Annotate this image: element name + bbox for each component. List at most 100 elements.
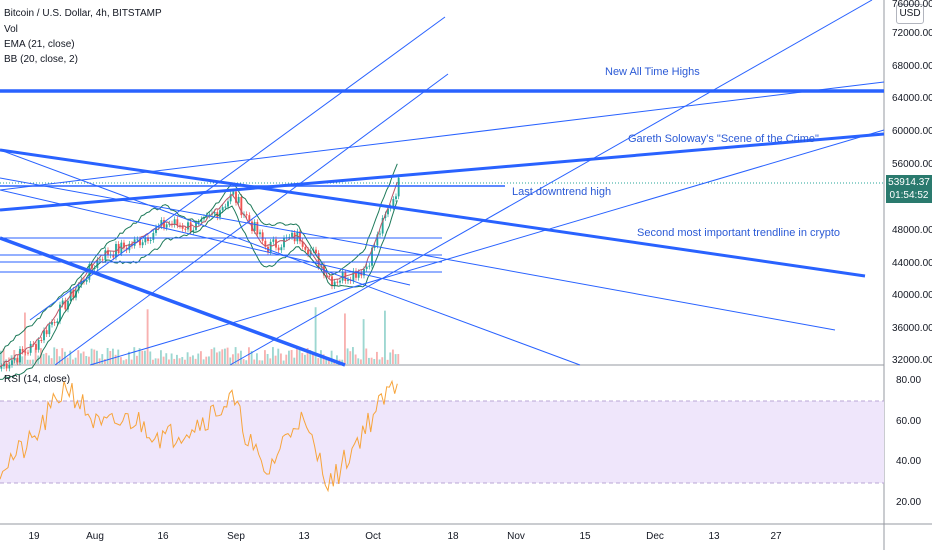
lower-descending-line: [0, 236, 346, 367]
candle: [165, 224, 168, 228]
volume-bar: [10, 355, 13, 364]
volume-bar: [109, 351, 112, 364]
candle: [179, 225, 181, 227]
volume-bar: [24, 312, 26, 364]
candle: [224, 206, 227, 208]
volume-bar: [29, 359, 32, 364]
volume-bar: [162, 356, 165, 364]
annotation-trendline[interactable]: Second most important trendline in crypt…: [637, 227, 840, 239]
volume-bar: [192, 355, 194, 364]
volume-bar: [93, 349, 96, 364]
scene-of-crime-line: [0, 132, 885, 212]
candle: [301, 241, 304, 247]
candle: [227, 201, 229, 207]
volume-bar: [152, 359, 154, 364]
volume-bar: [90, 348, 93, 364]
candle: [237, 196, 240, 203]
candle: [77, 285, 80, 291]
volume-bar: [157, 358, 160, 364]
time-tick: 15: [579, 531, 591, 542]
volume-bar: [72, 359, 74, 364]
upper-channel-line: [0, 81, 885, 191]
volume-bar: [48, 355, 50, 364]
volume-bar: [312, 352, 314, 364]
candle: [376, 234, 379, 246]
currency-button[interactable]: USD: [896, 4, 924, 24]
fan-line-4: [229, 0, 873, 366]
candle: [317, 253, 320, 267]
volume-bar: [80, 353, 82, 364]
annotation-ath[interactable]: New All Time Highs: [605, 66, 700, 78]
candle: [371, 247, 373, 266]
annotation-downtrend-high[interactable]: Last downtrend high: [512, 186, 612, 198]
volume-bar: [376, 351, 378, 364]
candle: [35, 344, 37, 350]
price-tick: 32000.00: [892, 355, 932, 366]
candle: [152, 232, 155, 240]
rsi-tick: 20.00: [896, 497, 922, 508]
volume-bar: [224, 348, 226, 364]
candle: [248, 215, 251, 222]
volume-bar: [165, 353, 168, 364]
volume-bar: [264, 350, 266, 364]
mid-line: [0, 189, 411, 286]
volume-bar: [88, 356, 90, 364]
volume-bar: [317, 358, 320, 364]
annotation-soloway[interactable]: Gareth Soloway's "Scene of the Crime": [628, 133, 819, 145]
candle: [304, 246, 307, 250]
indicator-ema[interactable]: EMA (21, close): [4, 39, 75, 50]
candle: [397, 177, 400, 197]
candle: [200, 219, 203, 222]
volume-bar: [2, 348, 5, 364]
symbol-title[interactable]: Bitcoin / U.S. Dollar, 4h, BITSTAMP: [4, 8, 162, 19]
volume-bar: [392, 349, 394, 364]
price-tick: 76000.00: [892, 0, 932, 10]
candle: [107, 250, 109, 256]
candle: [64, 300, 67, 310]
candle: [43, 330, 45, 341]
candle: [93, 267, 96, 269]
candle: [259, 232, 261, 235]
candle: [245, 214, 248, 216]
fan-line-3: [89, 129, 885, 366]
candle: [184, 228, 187, 230]
price-tick: 40000.00: [892, 290, 932, 301]
volume-bar: [216, 352, 218, 364]
volume-bar: [160, 350, 162, 364]
time-tick: 16: [157, 531, 169, 542]
candle: [11, 360, 13, 365]
candle: [72, 289, 75, 298]
volume-bar: [357, 358, 360, 364]
candle: [315, 249, 317, 254]
trendlines: [0, 0, 885, 367]
current-price-value: 53914.37: [888, 177, 930, 188]
volume-bar: [293, 357, 296, 364]
volume-bar: [136, 355, 138, 364]
volume-bar: [242, 359, 245, 364]
volume-bar: [53, 347, 56, 364]
volume-bar: [378, 359, 381, 364]
candle: [365, 266, 368, 270]
candle: [136, 239, 139, 241]
fan-line-1: [29, 16, 446, 321]
candle: [96, 259, 99, 268]
bb-lower: [0, 200, 398, 380]
volume-bar: [296, 348, 298, 364]
candle: [56, 321, 59, 324]
candle: [61, 300, 64, 305]
volume-bar: [66, 357, 69, 364]
indicator-vol[interactable]: Vol: [4, 24, 18, 35]
candle: [347, 279, 349, 281]
time-tick: Sep: [227, 531, 245, 542]
rsi-line: [0, 379, 398, 493]
indicator-bb[interactable]: BB (20, close, 2): [4, 54, 78, 65]
volume-bar: [341, 359, 344, 364]
rsi-tick: 80.00: [896, 375, 922, 386]
time-tick: 13: [708, 531, 720, 542]
volume-bar: [200, 351, 202, 364]
candle: [232, 191, 235, 195]
volume-bar: [114, 354, 117, 364]
volume-bar: [368, 357, 370, 364]
volume-bar: [61, 348, 64, 364]
indicator-rsi[interactable]: RSI (14, close): [4, 374, 71, 385]
